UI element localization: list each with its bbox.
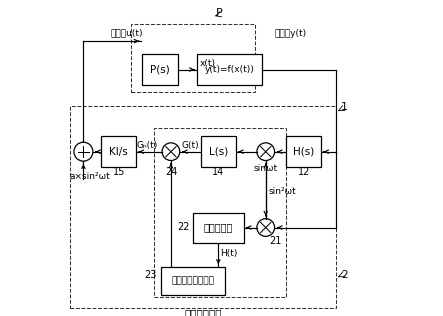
- Bar: [193, 212, 244, 243]
- Text: 操作量u(t): 操作量u(t): [110, 29, 143, 38]
- Text: y(t)=f(x(t)): y(t)=f(x(t)): [205, 65, 254, 74]
- Bar: [70, 106, 336, 308]
- Text: 15: 15: [113, 167, 125, 177]
- Text: P: P: [216, 8, 223, 18]
- Text: 23: 23: [144, 270, 157, 280]
- Text: KI/s: KI/s: [109, 147, 128, 157]
- Text: 2: 2: [341, 270, 348, 280]
- Bar: [142, 54, 178, 85]
- Text: 21: 21: [269, 236, 281, 246]
- Bar: [286, 136, 321, 167]
- Text: a×sin²ωt: a×sin²ωt: [70, 173, 111, 181]
- Text: 22: 22: [177, 222, 190, 232]
- Text: sin²ωt: sin²ωt: [269, 187, 297, 196]
- Text: L(s): L(s): [209, 147, 228, 157]
- Bar: [201, 136, 236, 167]
- Text: P(s): P(s): [150, 64, 170, 75]
- Text: 24: 24: [165, 167, 177, 177]
- Text: 14: 14: [212, 167, 225, 177]
- Text: sinωt: sinωt: [254, 164, 278, 173]
- Text: 12: 12: [297, 167, 310, 177]
- Text: 梯度估计部: 梯度估计部: [204, 222, 233, 233]
- Text: G(t): G(t): [182, 141, 200, 150]
- Bar: [154, 128, 286, 297]
- Bar: [161, 267, 225, 295]
- Bar: [132, 24, 255, 92]
- Text: x(t): x(t): [200, 59, 216, 68]
- Text: 极値控制系统: 极値控制系统: [185, 308, 222, 316]
- Text: H(s): H(s): [293, 147, 314, 157]
- Text: 正则化信号输出部: 正则化信号输出部: [171, 277, 214, 286]
- Text: 1: 1: [341, 102, 348, 112]
- Text: 评价量y(t): 评价量y(t): [275, 29, 307, 38]
- Bar: [197, 54, 262, 85]
- Text: Gₙ(t): Gₙ(t): [136, 141, 157, 150]
- Bar: [101, 136, 136, 167]
- Text: H(t): H(t): [221, 249, 238, 258]
